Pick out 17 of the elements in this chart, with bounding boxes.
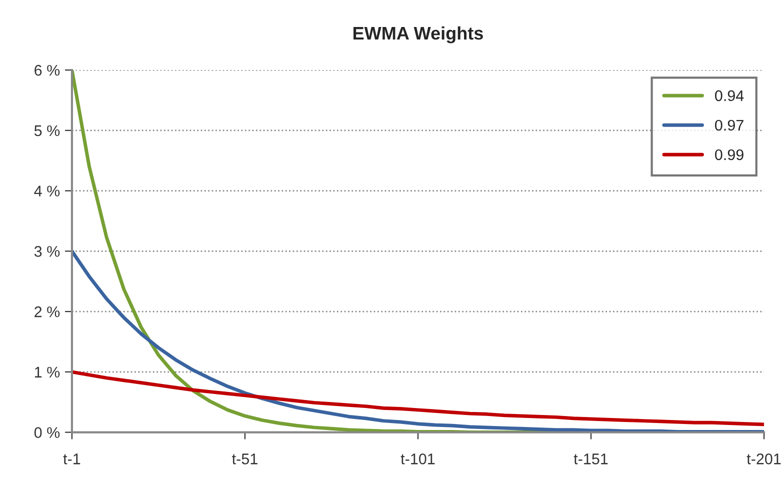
y-tick-label: 4 % bbox=[34, 186, 60, 196]
legend-label: 0.99 bbox=[715, 149, 744, 160]
y-tick-label: 3 % bbox=[34, 246, 60, 257]
y-tick-label: 1 % bbox=[34, 366, 60, 378]
legend-label: 0.97 bbox=[715, 120, 744, 131]
line-series bbox=[72, 370, 764, 426]
y-tick-label: 0 % bbox=[34, 427, 60, 438]
x-tick-label: t-151 bbox=[574, 454, 608, 464]
y-tick-label: 6 % bbox=[34, 64, 60, 76]
y-tick-label: 5 % bbox=[34, 125, 60, 136]
y-tick-label: 2 % bbox=[34, 306, 60, 318]
x-tick-label: t-51 bbox=[232, 454, 258, 464]
x-tick-label: t-1 bbox=[63, 454, 80, 464]
x-tick-label: t-201 bbox=[746, 454, 781, 464]
x-tick-label: t-101 bbox=[400, 454, 435, 464]
chart-title: EWMA Weights bbox=[353, 26, 483, 44]
legend-label: 0.94 bbox=[715, 90, 744, 102]
